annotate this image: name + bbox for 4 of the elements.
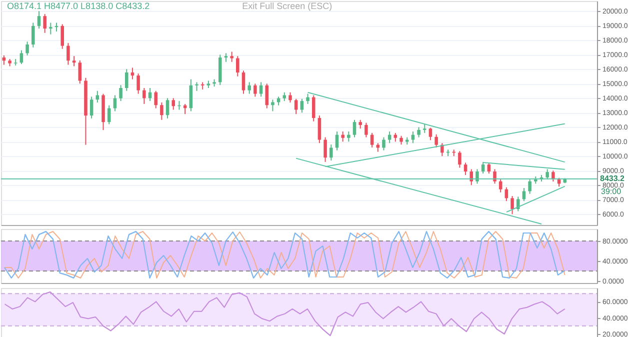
annotation: Exit Full Screen (ESC) — [242, 1, 332, 11]
ref-line-label: 8433.2 — [600, 174, 626, 183]
annotation: O8174.1 H8477.0 L8138.0 C8433.2 — [7, 1, 150, 11]
text: 39:00 — [601, 186, 622, 196]
